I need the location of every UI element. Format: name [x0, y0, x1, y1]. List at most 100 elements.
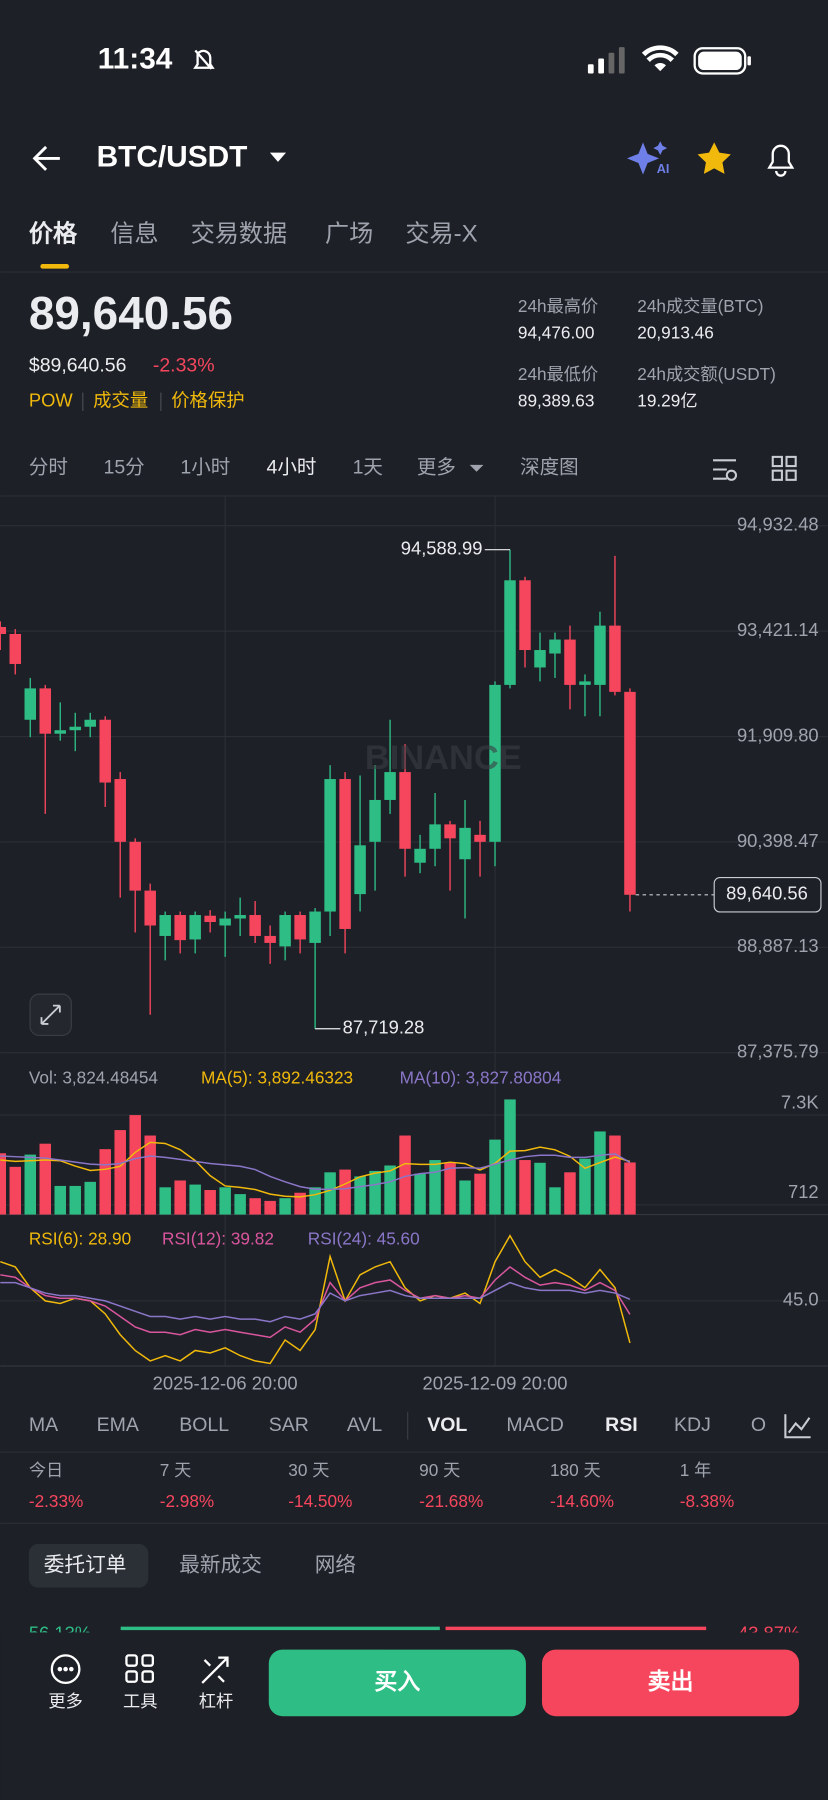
- period-change: -2.33%: [29, 1491, 84, 1511]
- order-tab[interactable]: 最新成交: [179, 1553, 262, 1576]
- tab[interactable]: 交易-X: [405, 221, 477, 248]
- stat-label: 24h最高价: [518, 296, 598, 316]
- indicator-option[interactable]: EMA: [97, 1414, 139, 1436]
- interval-option[interactable]: 深度图: [520, 457, 579, 479]
- candle-body: [129, 841, 141, 891]
- volume-bar: [264, 1200, 276, 1215]
- tag[interactable]: 成交量: [93, 390, 148, 411]
- indicator-option[interactable]: AVL: [347, 1414, 383, 1436]
- tab[interactable]: 价格: [29, 221, 78, 248]
- tag[interactable]: POW: [29, 390, 74, 411]
- notification-button[interactable]: [767, 144, 795, 177]
- indicator-option[interactable]: MACD: [506, 1414, 563, 1436]
- volume-bar: [249, 1198, 261, 1215]
- bottom-label: 工具: [123, 1691, 157, 1711]
- volume-bar: [189, 1184, 201, 1215]
- candle-body: [0, 627, 7, 634]
- chart-toolbar-icons: [713, 455, 797, 481]
- buy-ratio-bar: [120, 1626, 440, 1631]
- indicator-option[interactable]: O: [751, 1414, 766, 1436]
- content: 价格 信息 交易数据 广场 交易-X POW 成交量 价格保护 24h最高价 94,476.00 2…: [0, 221, 828, 1644]
- min-marker-label: 87,719.28: [343, 1017, 425, 1038]
- indicator-settings[interactable]: [784, 1414, 811, 1439]
- ai-button[interactable]: AI: [626, 141, 669, 176]
- pair-title[interactable]: BTC/USDT: [97, 140, 248, 173]
- interval-option[interactable]: 1天: [353, 457, 383, 479]
- candle-body: [294, 915, 306, 940]
- candle-body: [114, 779, 126, 842]
- fullscreen-button[interactable]: [29, 993, 72, 1037]
- order-tab[interactable]: 网络: [315, 1553, 356, 1576]
- candle-body: [609, 625, 621, 692]
- leverage-button[interactable]: [201, 1656, 229, 1684]
- pair-dropdown[interactable]: [269, 152, 287, 162]
- indicator-option[interactable]: SAR: [269, 1414, 309, 1436]
- legend-entry: RSI(24): 45.60: [308, 1228, 420, 1248]
- candle-body: [249, 915, 261, 936]
- indicator-option[interactable]: BOLL: [179, 1414, 229, 1436]
- bottom-icons: [50, 1654, 229, 1685]
- layout-button[interactable]: [771, 455, 797, 481]
- indicator-option[interactable]: KDJ: [674, 1414, 711, 1436]
- candle-body: [99, 719, 111, 783]
- y-tick-label: 712: [788, 1181, 819, 1202]
- volume-bar: [579, 1158, 591, 1215]
- clock: 11:34: [98, 43, 173, 76]
- volume-bar: [279, 1198, 291, 1215]
- order-tab[interactable]: 委托订单: [44, 1553, 127, 1576]
- overlay: 更多 工具 杠杆 买入 卖出: [48, 1668, 693, 1711]
- candle-body: [9, 633, 22, 664]
- candle-body: [594, 625, 606, 685]
- sell-label[interactable]: 卖出: [648, 1668, 694, 1694]
- candle-body: [339, 779, 351, 929]
- indicator-option[interactable]: VOL: [427, 1414, 467, 1436]
- more-button[interactable]: [50, 1654, 81, 1685]
- y-tick-label: 88,887.13: [737, 935, 819, 956]
- candle-body: [444, 824, 456, 839]
- period-change: -2.98%: [160, 1491, 215, 1511]
- chart-settings[interactable]: [713, 459, 737, 480]
- indicator-option[interactable]: RSI: [605, 1414, 638, 1436]
- tab[interactable]: 广场: [325, 221, 373, 248]
- period-change: -21.68%: [419, 1491, 483, 1511]
- volume-bar: [339, 1169, 351, 1215]
- sell-ratio-bar: [445, 1626, 707, 1631]
- y-tick-label: 91,909.80: [737, 724, 819, 745]
- candle-body: [324, 779, 336, 912]
- tab-indicator: [40, 264, 70, 269]
- tab[interactable]: 交易数据: [191, 221, 287, 248]
- interval-option[interactable]: 分时: [29, 457, 68, 479]
- volume-bar: [204, 1190, 216, 1215]
- volume-bar: [9, 1166, 22, 1215]
- tools-button[interactable]: [125, 1654, 154, 1683]
- period-label: 今日: [29, 1460, 63, 1480]
- back-button[interactable]: [32, 145, 60, 171]
- bottom-label: 杠杆: [199, 1691, 233, 1711]
- last-price: 89,640.56: [29, 287, 233, 339]
- tab[interactable]: 信息: [110, 221, 158, 248]
- volume-bar: [144, 1135, 156, 1215]
- buy-label[interactable]: 买入: [374, 1668, 420, 1694]
- candle-body: [549, 639, 561, 654]
- interval-option[interactable]: 更多: [417, 457, 456, 479]
- buy-button[interactable]: [268, 1649, 526, 1717]
- interval-option[interactable]: 15分: [103, 457, 144, 479]
- sell-button[interactable]: [541, 1649, 800, 1717]
- candle-body: [354, 845, 366, 895]
- price-change: -2.33%: [153, 354, 215, 376]
- stat-value: 20,913.46: [637, 323, 714, 343]
- indicator-option[interactable]: MA: [29, 1414, 58, 1436]
- candle-body: [159, 915, 171, 936]
- volume-bar: [384, 1165, 396, 1215]
- interval-option[interactable]: 1小时: [180, 457, 230, 479]
- watermark: BINANCE: [365, 739, 522, 777]
- volume-bar: [69, 1185, 81, 1215]
- last-price-label: 89,640.56: [726, 883, 808, 904]
- candle-body: [474, 834, 486, 842]
- favorite-button[interactable]: [697, 142, 731, 174]
- interval-option[interactable]: 4小时: [266, 457, 316, 479]
- tag[interactable]: 价格保护: [171, 390, 244, 411]
- volume-bar: [474, 1173, 486, 1215]
- volume-bar: [429, 1160, 441, 1215]
